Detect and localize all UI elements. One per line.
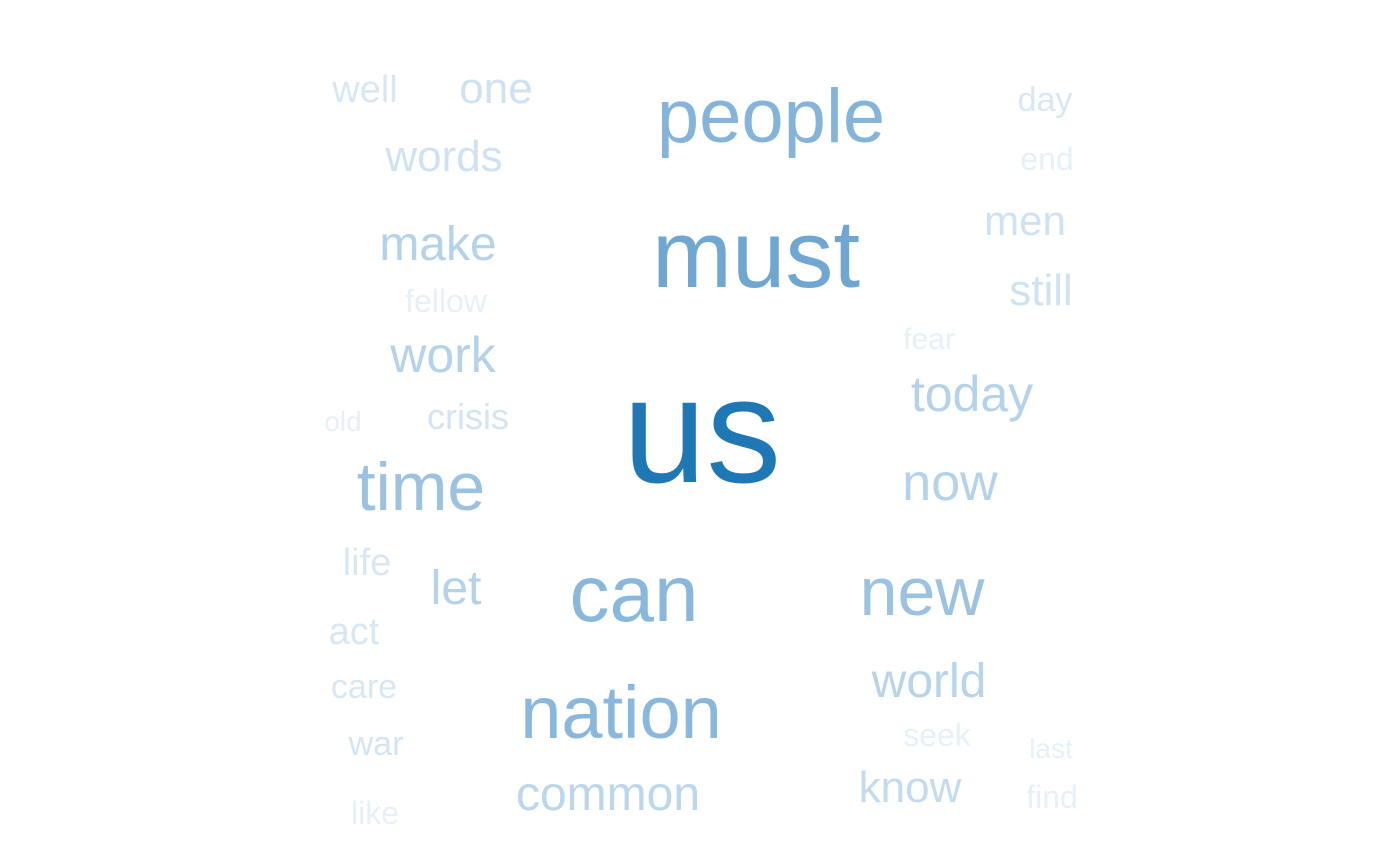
word-life: life <box>342 542 392 584</box>
word-fellow: fellow <box>405 283 487 319</box>
word-let: let <box>430 562 482 615</box>
word-day: day <box>1017 81 1073 119</box>
word-must: must <box>651 201 861 308</box>
word-fear: fear <box>903 323 955 356</box>
word-old: old <box>324 406 362 437</box>
word-us: us <box>622 346 782 514</box>
word-work: work <box>390 327 496 383</box>
word-men: men <box>984 197 1066 244</box>
word-nation: nation <box>520 671 722 754</box>
word-world: world <box>871 655 987 708</box>
word-care: care <box>330 668 398 706</box>
word-common: common <box>515 768 701 821</box>
word-make: make <box>379 218 497 271</box>
word-war: war <box>348 725 404 763</box>
word-act: act <box>328 611 380 653</box>
word-can: can <box>569 549 699 638</box>
word-know: know <box>858 763 962 812</box>
word-seek: seek <box>903 717 971 753</box>
word-still: still <box>1009 266 1073 315</box>
word-people: people <box>656 74 886 159</box>
word-find: find <box>1026 779 1078 815</box>
word-time: time <box>356 449 486 525</box>
word-last: last <box>1029 733 1073 764</box>
word-now: now <box>902 454 998 512</box>
word-new: new <box>859 554 985 630</box>
word-one: one <box>459 64 533 113</box>
word-today: today <box>910 366 1034 422</box>
word-words: words <box>385 132 503 181</box>
word-like: like <box>350 795 400 831</box>
word-crisis: crisis <box>427 396 509 437</box>
word-well: well <box>332 69 398 111</box>
word-end: end <box>1020 141 1074 177</box>
